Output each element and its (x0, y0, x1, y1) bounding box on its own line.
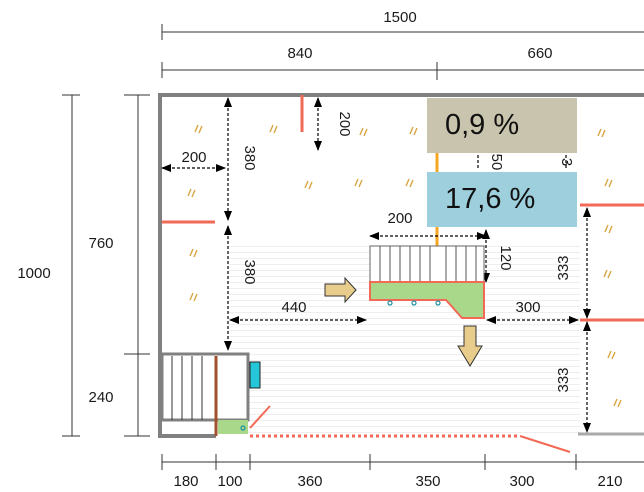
dim-partial: 50 (488, 154, 505, 171)
internal-dimensions (161, 97, 591, 433)
percentage-badge-upper: 0,9 % (427, 98, 577, 153)
dim-bottom-1: 180 (173, 473, 198, 490)
dim-left-depth-top: 380 (241, 145, 258, 170)
hatch-marks (185, 124, 622, 410)
dim-right-gap: 300 (515, 299, 540, 316)
lower-left-stair (160, 352, 261, 436)
dim-bottom-3: 360 (297, 473, 322, 490)
dim-total-width-label: 1500 (383, 9, 416, 26)
direction-arrow-down-icon (457, 325, 483, 367)
dim-total-height-label: 1000 (17, 265, 50, 282)
dimension-sections: 840 660 (161, 45, 644, 80)
dim-right-section-label: 660 (527, 45, 552, 62)
dim-lower-height-label: 240 (88, 389, 113, 406)
direction-arrow-right-icon (324, 276, 357, 304)
percentage-upper-value: 0,9 % (445, 109, 520, 141)
dim-right-upper: 333 (555, 255, 572, 280)
dim-bottom-4: 350 (415, 473, 440, 490)
percentage-badge-lower: 17,6 % (427, 172, 577, 227)
dim-right-lower: 333 (555, 367, 572, 392)
outer-walls (158, 93, 644, 438)
partitions (162, 95, 644, 453)
dim-left-depth-mid: 380 (241, 259, 258, 284)
dim-upper-height-label: 760 (88, 235, 113, 252)
dimension-total-width: 1500 (161, 9, 644, 40)
dimension-total-height: 1000 (17, 94, 80, 437)
dim-stair-depth: 120 (497, 245, 514, 270)
dim-wall-gap-top: 200 (336, 111, 353, 136)
dimension-split-height: 760 240 (88, 94, 150, 437)
dim-floor-span: 440 (281, 299, 306, 316)
dim-bottom-5: 300 (509, 473, 534, 490)
dimension-bottom: 180 100 360 350 300 210 (161, 454, 644, 490)
dim-left-offset: 200 (181, 149, 206, 166)
dim-stair-width: 200 (387, 210, 412, 227)
dim-bottom-2: 100 (217, 473, 242, 490)
dim-bottom-6: 210 (597, 473, 622, 490)
percentage-lower-value: 17,6 % (445, 183, 536, 215)
dim-left-section-label: 840 (287, 45, 312, 62)
central-stair (369, 245, 485, 319)
dim-partial-right: 3 (558, 158, 575, 166)
